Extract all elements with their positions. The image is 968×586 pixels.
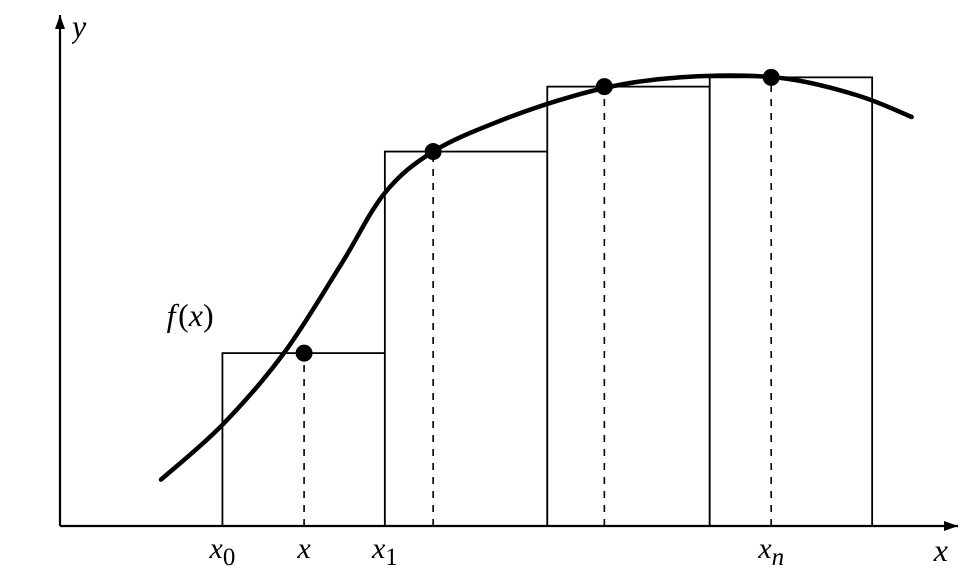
curve-point-1 — [425, 143, 442, 160]
curve-point-0 — [296, 345, 313, 362]
curve-point-3 — [763, 69, 780, 86]
x-tick-label-2: x1 — [285, 534, 485, 586]
curve-point-2 — [596, 78, 613, 95]
riemann-rect-1 — [385, 152, 547, 526]
riemann-diagram: x0xx1xnyxf (x) — [0, 0, 968, 586]
riemann-rect-3 — [710, 77, 872, 526]
y-axis-label: y — [72, 10, 272, 68]
x-axis-label: x — [748, 534, 948, 586]
riemann-rect-2 — [547, 87, 709, 526]
function-label: f (x) — [14, 299, 214, 357]
